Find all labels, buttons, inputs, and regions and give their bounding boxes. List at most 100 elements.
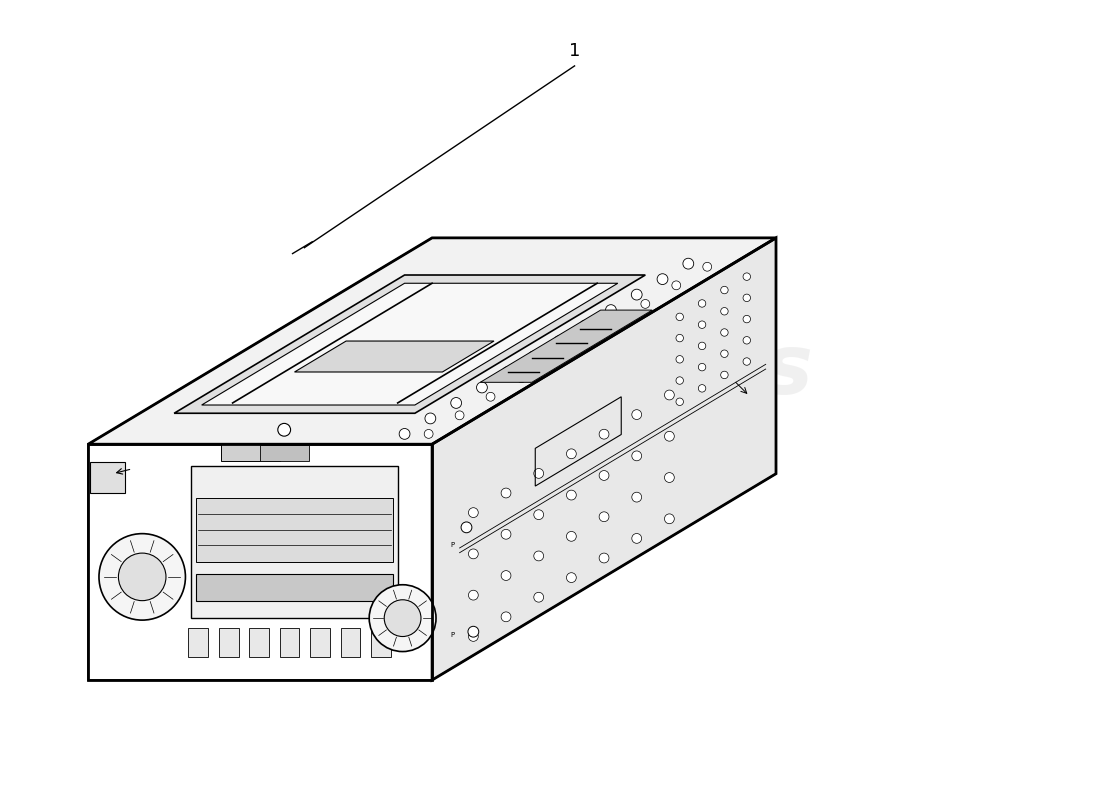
- Polygon shape: [88, 444, 432, 680]
- Circle shape: [580, 320, 591, 331]
- Circle shape: [461, 522, 472, 533]
- Circle shape: [534, 592, 543, 602]
- Circle shape: [528, 351, 539, 362]
- Circle shape: [502, 488, 510, 498]
- Circle shape: [502, 530, 510, 539]
- Bar: [371, 628, 390, 658]
- Circle shape: [698, 321, 706, 329]
- Circle shape: [676, 377, 683, 384]
- Polygon shape: [481, 310, 652, 382]
- Circle shape: [534, 510, 543, 519]
- Circle shape: [609, 318, 619, 327]
- Bar: [310, 628, 330, 658]
- Circle shape: [425, 430, 433, 438]
- Circle shape: [534, 551, 543, 561]
- Circle shape: [641, 299, 650, 308]
- Polygon shape: [432, 238, 776, 680]
- Circle shape: [698, 363, 706, 371]
- Bar: [90, 462, 124, 494]
- Circle shape: [548, 355, 557, 364]
- Circle shape: [502, 612, 510, 622]
- Circle shape: [672, 281, 681, 290]
- Circle shape: [664, 390, 674, 400]
- Circle shape: [451, 398, 462, 408]
- Circle shape: [698, 342, 706, 350]
- Circle shape: [370, 585, 436, 651]
- Bar: [260, 446, 309, 461]
- Bar: [196, 498, 393, 562]
- Circle shape: [468, 626, 478, 637]
- Circle shape: [676, 355, 683, 363]
- Circle shape: [486, 392, 495, 401]
- Circle shape: [664, 514, 674, 524]
- Circle shape: [742, 358, 750, 366]
- Circle shape: [720, 329, 728, 336]
- Bar: [250, 628, 270, 658]
- Polygon shape: [174, 275, 646, 414]
- Circle shape: [566, 531, 576, 542]
- Circle shape: [676, 398, 683, 406]
- Circle shape: [469, 590, 478, 600]
- Circle shape: [600, 430, 609, 439]
- Circle shape: [600, 553, 609, 563]
- Circle shape: [605, 305, 616, 315]
- Circle shape: [664, 473, 674, 482]
- Circle shape: [503, 366, 514, 378]
- Bar: [341, 628, 361, 658]
- Bar: [219, 628, 239, 658]
- Circle shape: [676, 313, 683, 321]
- Circle shape: [703, 262, 712, 271]
- Circle shape: [742, 294, 750, 302]
- Text: P: P: [451, 632, 454, 638]
- Circle shape: [469, 549, 478, 558]
- Bar: [279, 628, 299, 658]
- Circle shape: [534, 469, 543, 478]
- Circle shape: [683, 258, 694, 269]
- Circle shape: [664, 431, 674, 441]
- Circle shape: [566, 449, 576, 458]
- Polygon shape: [201, 283, 618, 405]
- Circle shape: [469, 508, 478, 518]
- Circle shape: [469, 631, 478, 642]
- Circle shape: [278, 423, 290, 436]
- Circle shape: [455, 411, 464, 420]
- Circle shape: [720, 286, 728, 294]
- Text: eurospares: eurospares: [286, 330, 814, 411]
- Circle shape: [742, 273, 750, 280]
- Circle shape: [720, 350, 728, 358]
- Circle shape: [742, 337, 750, 344]
- Circle shape: [676, 334, 683, 342]
- Polygon shape: [295, 341, 494, 372]
- Circle shape: [631, 290, 642, 300]
- Circle shape: [631, 451, 641, 461]
- Circle shape: [579, 337, 587, 346]
- Circle shape: [698, 300, 706, 307]
- Circle shape: [119, 553, 166, 601]
- Text: P: P: [451, 542, 454, 548]
- Circle shape: [502, 570, 510, 581]
- Circle shape: [720, 371, 728, 378]
- Circle shape: [384, 600, 421, 637]
- Bar: [196, 574, 393, 602]
- Circle shape: [742, 315, 750, 323]
- Polygon shape: [88, 238, 776, 444]
- Circle shape: [517, 374, 526, 382]
- Text: a passion for parts since 1985: a passion for parts since 1985: [382, 454, 718, 474]
- Bar: [188, 628, 208, 658]
- Circle shape: [99, 534, 186, 620]
- Circle shape: [698, 385, 706, 392]
- Text: 1: 1: [569, 42, 581, 60]
- Circle shape: [631, 534, 641, 543]
- Circle shape: [657, 274, 668, 285]
- Circle shape: [566, 490, 576, 500]
- Circle shape: [631, 492, 641, 502]
- Circle shape: [425, 413, 436, 424]
- Circle shape: [566, 573, 576, 582]
- Circle shape: [631, 410, 641, 419]
- Circle shape: [600, 512, 609, 522]
- Circle shape: [554, 336, 564, 346]
- Circle shape: [399, 429, 410, 439]
- Circle shape: [476, 382, 487, 393]
- Circle shape: [600, 470, 609, 480]
- Bar: [221, 443, 279, 461]
